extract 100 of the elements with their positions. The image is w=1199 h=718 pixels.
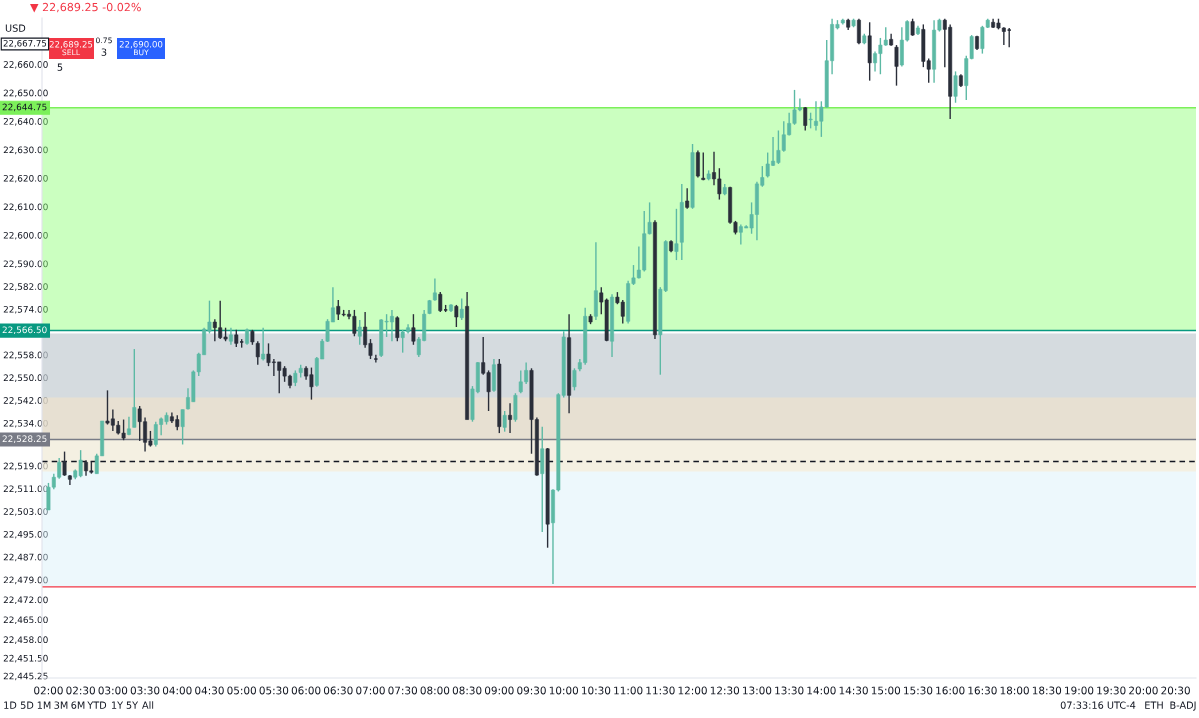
candlestick (803, 106, 808, 132)
x-tick-label: 04:00 (162, 686, 192, 695)
x-tick-label: 15:00 (871, 686, 901, 695)
annotation: 3 (101, 48, 107, 56)
text: ETH (1145, 701, 1163, 709)
x-tick-label: 13:00 (743, 686, 772, 695)
x-tick-label: 02:00 (34, 686, 63, 695)
x-tick-label: 19:00 (1065, 686, 1094, 695)
y-tick-label: 22,582.00 (3, 283, 48, 291)
x-tick-label: 18:30 (1032, 686, 1062, 695)
y-tick-label: 22,503.00 (3, 508, 48, 516)
candlestick (701, 151, 706, 182)
annotation: 22,690.00 (119, 40, 163, 49)
candlestick (894, 44, 899, 87)
y-tick-label: 22,620.00 (3, 174, 48, 183)
x-tick-label: 12:30 (710, 686, 740, 695)
text: 5Y (126, 701, 139, 709)
text: 6M (71, 701, 85, 709)
text: USD (5, 24, 26, 32)
y-tick-label: 22,465.00 (3, 616, 48, 625)
candlestick (502, 410, 507, 433)
y-tick-label: 22,519.00 (3, 462, 48, 471)
x-tick-label: 05:30 (259, 686, 289, 695)
y-tick-label: 22,495.00 (3, 530, 48, 539)
x-tick-label: 16:30 (968, 686, 997, 695)
x-tick-label: 20:30 (1161, 686, 1190, 695)
y-tick-label: 22,487.00 (3, 553, 48, 562)
text: YTD (87, 701, 107, 709)
x-tick-label: 03:00 (98, 686, 128, 695)
candlestick (438, 291, 443, 313)
y-tick-label: 22,574.00 (3, 305, 48, 314)
y-tick-label: 22,458.00 (3, 636, 48, 644)
y-tick-label: 22,451.50 (3, 654, 48, 663)
x-tick-label: 09:00 (484, 686, 514, 695)
candlestick (255, 340, 260, 366)
annotation: 22,689.25 (49, 40, 93, 49)
candlestick (572, 367, 577, 392)
y-tick-label: 22,445.25 (3, 672, 48, 681)
candlestick (508, 402, 512, 434)
x-tick-label: 08:00 (420, 686, 450, 695)
x-tick-label: 19:30 (1097, 686, 1126, 695)
x-tick-label: 06:00 (291, 686, 321, 695)
x-tick-label: 16:00 (936, 686, 965, 695)
y-tick-label: 22,650.00 (3, 89, 48, 98)
candlestick (411, 313, 416, 346)
y-tick-label: 22,558.00 (3, 351, 48, 360)
annotation: 5 (57, 63, 63, 71)
x-tick-label: 13:30 (775, 686, 804, 695)
candlestick (685, 187, 690, 210)
text: 07:33:16 UTC-4 (1060, 701, 1136, 709)
candlestick (674, 208, 679, 261)
candlestick (357, 319, 362, 346)
ref-line-label: 22,566.50 (2, 326, 47, 335)
x-tick-label: 10:00 (549, 686, 579, 695)
candlestick (695, 149, 700, 179)
candlestick (132, 348, 137, 429)
text: 1D (4, 701, 17, 709)
text: 5D (20, 701, 34, 709)
ref-line-label: 22,644.75 (2, 103, 47, 112)
y-tick-label: 22,660.00 (3, 61, 48, 69)
candlestick (454, 304, 459, 328)
y-tick-label: 22,472.00 (3, 596, 48, 605)
candlestick (373, 354, 379, 364)
y-tick-label: 22,550.00 (3, 374, 48, 382)
x-tick-label: 12:00 (678, 686, 707, 695)
candlestick (953, 70, 958, 104)
text: All (142, 701, 154, 709)
text: B-ADJ (1170, 701, 1196, 711)
text: 1Y (112, 701, 124, 709)
candlestick (395, 315, 400, 342)
x-tick-label: 05:00 (227, 686, 256, 695)
x-tick-label: 15:30 (904, 686, 933, 695)
x-tick-label: 18:00 (1000, 686, 1029, 695)
y-tick-label: 22,479.00 (3, 576, 48, 585)
x-tick-label: 02:30 (66, 686, 95, 695)
x-tick-label: 09:30 (517, 686, 546, 695)
candlestick (261, 327, 266, 362)
y-tick-label: 22,610.00 (3, 203, 48, 212)
candlestick (459, 297, 464, 321)
x-tick-label: 07:30 (388, 686, 418, 695)
x-tick-label: 20:00 (1129, 686, 1158, 695)
y-tick-label: 22,630.00 (3, 146, 48, 155)
y-tick-label: 22,640.00 (3, 118, 48, 126)
x-tick-label: 14:00 (807, 686, 836, 695)
candlestick (1006, 27, 1012, 48)
y-tick-label: 22,590.00 (3, 260, 48, 269)
x-tick-label: 08:30 (452, 686, 482, 695)
annotation: 22,667.75 (3, 39, 47, 48)
ref-line-label: 22,528.25 (2, 435, 47, 443)
x-tick-label: 11:30 (646, 686, 675, 695)
text: 1M (37, 701, 51, 709)
x-tick-label: 04:30 (195, 686, 224, 695)
chart-title: ▼ 22,689.25 -0.02% (30, 2, 141, 13)
x-tick-label: 11:00 (614, 686, 643, 695)
y-tick-label: 22,600.00 (3, 231, 48, 240)
x-tick-label: 03:30 (130, 686, 160, 695)
x-tick-label: 06:30 (323, 686, 353, 695)
x-tick-label: 07:00 (356, 686, 385, 695)
text: 3M (54, 701, 68, 709)
x-tick-label: 10:30 (582, 686, 611, 695)
